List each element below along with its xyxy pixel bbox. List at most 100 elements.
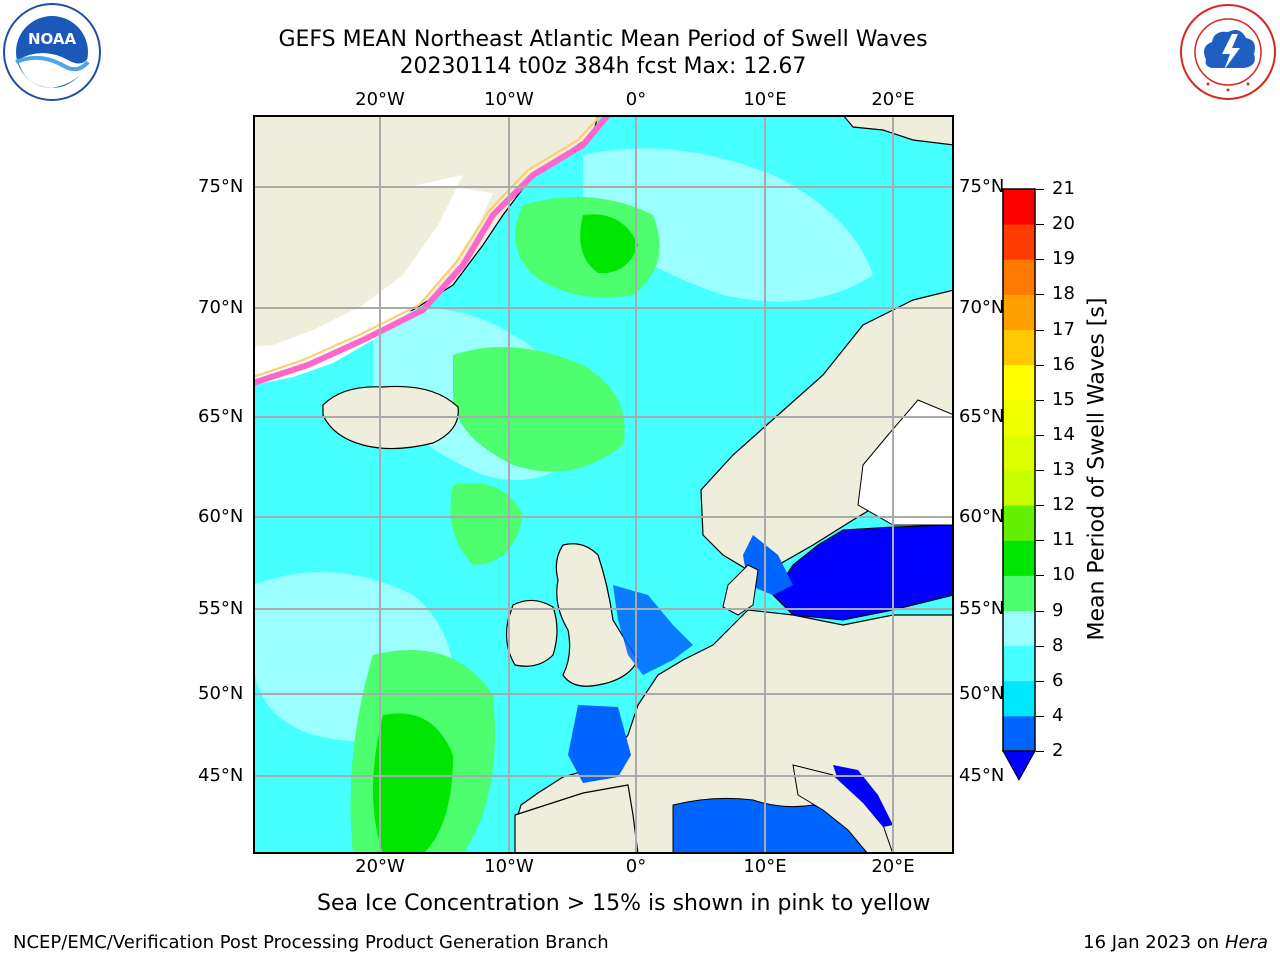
colorbar-block xyxy=(1003,645,1035,682)
colorbar-tick-mark xyxy=(1036,610,1044,612)
great-britain-land xyxy=(555,543,639,687)
swell-zone-9-10s xyxy=(453,347,625,472)
lat-label-right: 60°N xyxy=(959,506,1005,527)
lon-label-bottom: 0° xyxy=(625,856,647,877)
colorbar-tick-label: 15 xyxy=(1052,388,1075,410)
iberia-land xyxy=(514,784,639,854)
baltic-sea xyxy=(772,524,954,621)
colorbar-tick-mark xyxy=(1036,189,1044,190)
lat-label-left: 60°N xyxy=(198,506,244,527)
lon-label-top: 20°W xyxy=(355,89,405,110)
lon-label-top: 10°E xyxy=(743,89,787,110)
colorbar-block xyxy=(1003,329,1035,366)
colorbar-tick-mark xyxy=(1036,434,1044,436)
swell-zone-10-11s xyxy=(373,713,453,854)
colorbar-tick-label: 6 xyxy=(1052,669,1064,691)
colorbar-block xyxy=(1003,540,1035,576)
lat-label-right: 75°N xyxy=(959,176,1005,197)
lat-label-right: 55°N xyxy=(959,598,1005,619)
sea-ice-edge xyxy=(253,115,602,378)
swell-period-map xyxy=(253,115,954,854)
colorbar-tick-mark xyxy=(1036,645,1044,647)
lon-label-bottom: 20°E xyxy=(871,856,915,877)
colorbar-tick-mark xyxy=(1036,715,1044,717)
footer-date: 16 Jan 2023 on Hera xyxy=(1083,932,1268,953)
colorbar-tick-label: 20 xyxy=(1052,213,1075,235)
colorbar-tick-mark xyxy=(1036,364,1044,366)
colorbar-tick-label: 10 xyxy=(1052,564,1075,586)
footer-credit: NCEP/EMC/Verification Post Processing Pr… xyxy=(13,932,609,953)
colorbar-block xyxy=(1003,259,1035,295)
adriatic-sea xyxy=(833,765,893,827)
colorbar-block xyxy=(1003,364,1035,401)
colorbar-tick-mark xyxy=(1036,399,1044,401)
colorbar-block xyxy=(1003,294,1035,330)
colorbar-tick-label: 17 xyxy=(1052,318,1075,340)
lat-label-left: 55°N xyxy=(198,598,244,619)
colorbar-tick-label: 16 xyxy=(1052,353,1075,375)
graticule xyxy=(253,115,954,854)
colorbar-tick-mark xyxy=(1036,751,1044,752)
svg-text:NOAA: NOAA xyxy=(28,30,77,48)
sea-ice-edge xyxy=(253,115,611,386)
lat-label-left: 45°N xyxy=(198,765,244,786)
colorbar-block xyxy=(1003,680,1035,717)
ireland-land xyxy=(505,599,558,667)
colorbar-tick-label: 9 xyxy=(1052,599,1064,621)
colorbar-block xyxy=(1003,610,1035,647)
lat-label-right: 65°N xyxy=(959,406,1005,427)
sea-ice-note: Sea Ice Concentration > 15% is shown in … xyxy=(317,891,931,916)
lat-label-left: 65°N xyxy=(198,406,244,427)
colorbar-tick-mark xyxy=(1036,680,1044,682)
sea-ice-white xyxy=(253,175,493,385)
colorbar-tick-label: 8 xyxy=(1052,634,1064,656)
colorbar-block xyxy=(1003,575,1035,611)
swell-zone-9-10s xyxy=(450,483,523,565)
lat-label-right: 70°N xyxy=(959,297,1005,318)
map-title: GEFS MEAN Northeast Atlantic Mean Period… xyxy=(278,27,928,52)
colorbar-tick-label: 12 xyxy=(1052,494,1075,516)
nws-logo xyxy=(1178,2,1278,102)
lat-label-left: 50°N xyxy=(198,683,244,704)
lat-label-right: 50°N xyxy=(959,683,1005,704)
colorbar-tick-mark xyxy=(1036,470,1044,471)
footer-date-text: 16 Jan 2023 on xyxy=(1083,932,1225,953)
lat-label-right: 45°N xyxy=(959,765,1005,786)
lon-label-bottom: 10°E xyxy=(743,856,787,877)
colorbar-tick-mark xyxy=(1036,575,1044,577)
colorbar-tick-label: 13 xyxy=(1052,459,1075,480)
lon-label-bottom: 10°W xyxy=(484,856,534,877)
colorbar-block xyxy=(1003,399,1035,436)
colorbar-tick-mark xyxy=(1036,224,1044,226)
colorbar-tick-mark xyxy=(1036,505,1044,507)
lon-label-top: 0° xyxy=(625,89,647,110)
colorbar-tick-label: 21 xyxy=(1052,178,1075,199)
colorbar-tick-label: 11 xyxy=(1052,529,1075,551)
lon-label-bottom: 20°W xyxy=(355,856,405,877)
colorbar-tick-label: 2 xyxy=(1052,740,1064,761)
colorbar-tick-label: 14 xyxy=(1052,423,1075,445)
colorbar-block xyxy=(1003,189,1035,225)
lat-label-left: 75°N xyxy=(198,176,244,197)
colorbar-label: Mean Period of Swell Waves [s] xyxy=(1084,297,1110,641)
colorbar-block xyxy=(1003,470,1035,506)
biscay-shallow xyxy=(568,705,631,783)
colorbar-block xyxy=(1003,434,1035,471)
svalbard-land xyxy=(842,115,954,146)
map-frame xyxy=(253,115,954,854)
colorbar-tick-label: 19 xyxy=(1052,248,1075,270)
colorbar-tick-mark xyxy=(1036,294,1044,296)
colorbar-tick-mark xyxy=(1036,329,1044,331)
colorbar-block xyxy=(1003,715,1035,752)
colorbar-tick-label: 18 xyxy=(1052,283,1075,305)
colorbar-tick-mark xyxy=(1036,540,1044,542)
lon-label-top: 20°E xyxy=(871,89,915,110)
colorbar-block xyxy=(1003,505,1035,541)
north-sea-shallow xyxy=(613,585,693,675)
noaa-logo: NOAA xyxy=(2,2,102,102)
swell-zone-10-11s xyxy=(580,214,638,274)
colorbar-tick-mark xyxy=(1036,259,1044,261)
footer-host: Hera xyxy=(1224,932,1268,953)
colorbar-tick-label: 4 xyxy=(1052,704,1064,726)
lat-label-left: 70°N xyxy=(198,297,244,318)
